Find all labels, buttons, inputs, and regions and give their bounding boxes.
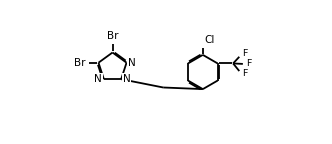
Text: N: N	[94, 74, 102, 84]
Text: Cl: Cl	[204, 35, 214, 45]
Text: F: F	[246, 59, 252, 68]
Text: Br: Br	[107, 31, 118, 41]
Text: N: N	[123, 74, 130, 84]
Text: F: F	[242, 49, 248, 58]
Text: N: N	[128, 58, 136, 68]
Text: F: F	[242, 69, 248, 78]
Text: Br: Br	[74, 58, 85, 68]
